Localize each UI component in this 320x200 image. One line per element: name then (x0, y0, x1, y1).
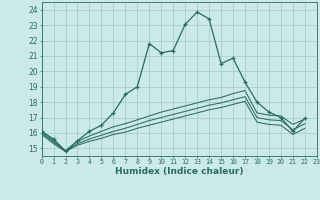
X-axis label: Humidex (Indice chaleur): Humidex (Indice chaleur) (115, 167, 244, 176)
